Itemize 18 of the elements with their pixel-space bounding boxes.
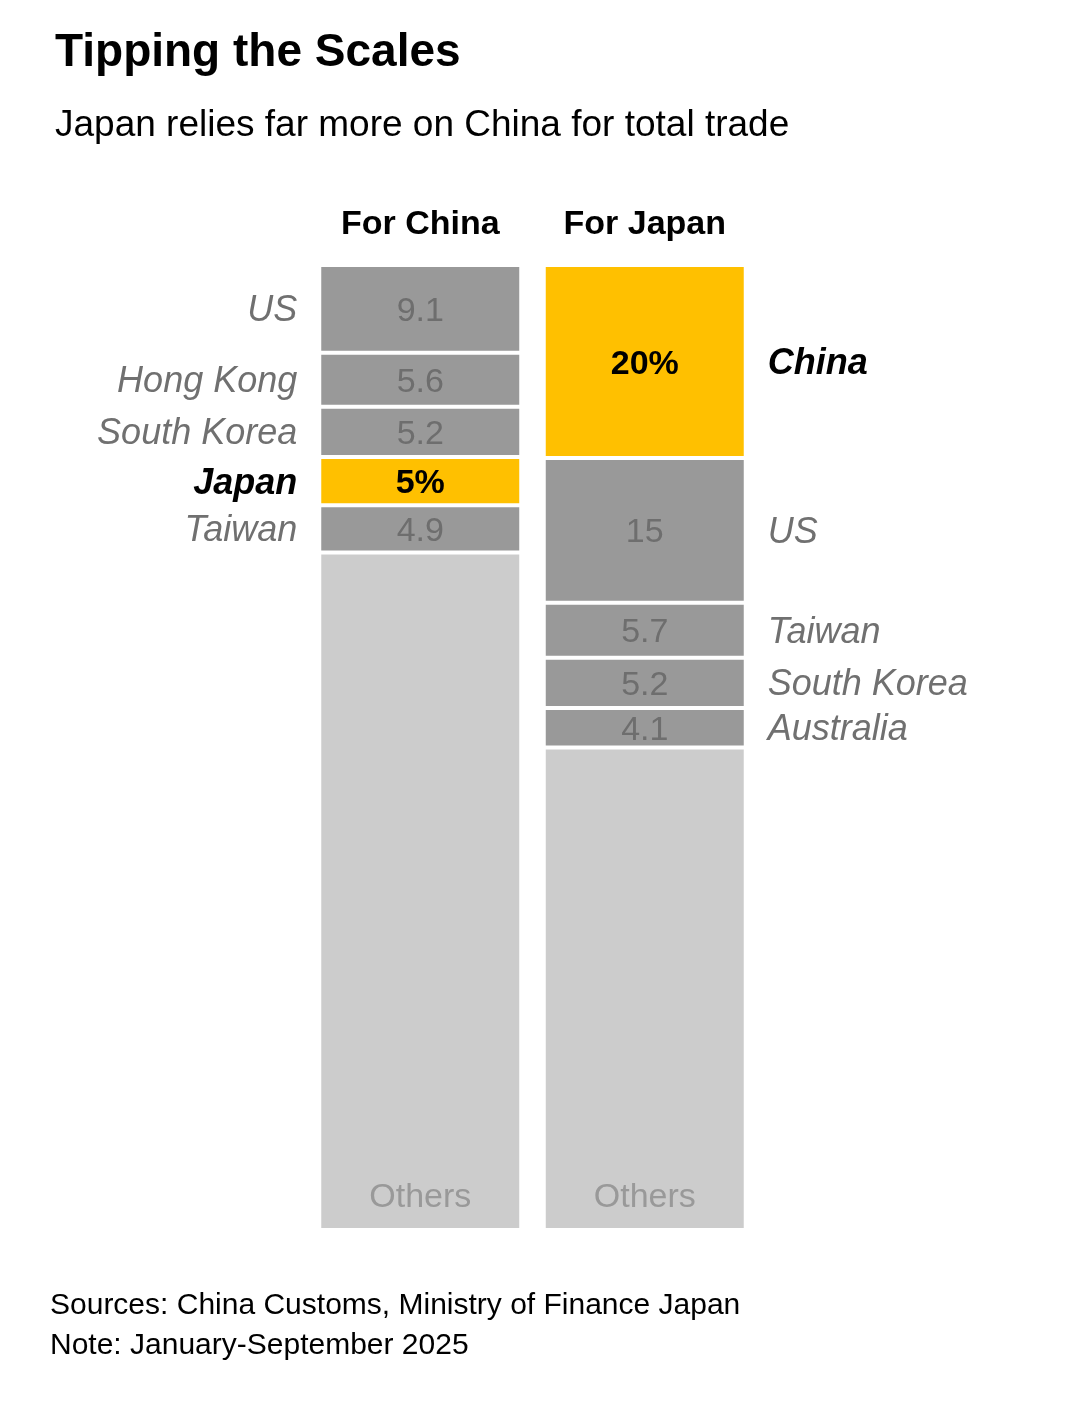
x-tick-label: For China: [340, 203, 501, 241]
source-note: Sources: China Customs, Ministry of Finance Japan: [50, 1286, 741, 1320]
text: China: [767, 341, 868, 382]
text: Japan: [193, 460, 298, 502]
text: Australia: [765, 707, 908, 749]
text: South Korea: [97, 411, 298, 453]
text: Taiwan: [767, 609, 881, 651]
text: US: [767, 509, 818, 551]
chart-subtitle: Japan relies far more on China for total trade: [55, 103, 790, 144]
chart-title: Tipping the Scales: [55, 24, 461, 76]
x-tick-label: For Japan: [563, 203, 726, 241]
text: Note: January-September 2025: [50, 1326, 469, 1360]
data-label: 20%: [610, 342, 679, 381]
text: US: [247, 288, 298, 330]
text: Hong Kong: [117, 359, 298, 401]
text: Taiwan: [184, 508, 298, 550]
data-label: 5%: [395, 462, 445, 501]
text: South Korea: [767, 662, 968, 704]
